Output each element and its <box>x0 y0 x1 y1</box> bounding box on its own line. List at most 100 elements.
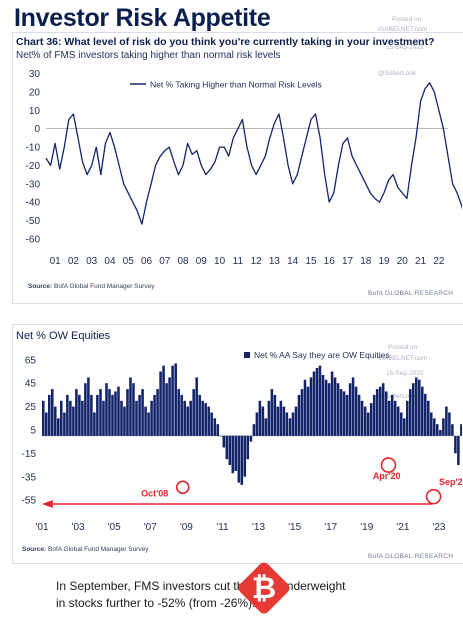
chart2-bar <box>375 389 379 436</box>
chart2-bar <box>132 383 135 436</box>
chart2-bar <box>369 403 373 436</box>
chart2-bar <box>186 406 189 436</box>
chart2-bar <box>460 424 462 436</box>
chart1-y-tick-label: 30 <box>29 69 41 80</box>
chart2-bar <box>180 394 183 436</box>
chart2-bar <box>57 418 60 436</box>
chart2-bar <box>123 406 126 436</box>
chart2-bar <box>96 394 99 436</box>
chart2-plot: 65 45 25 5 -15 -35 -55 '01 '05 '09 '13 '17 '21 '03 '07… <box>22 350 462 533</box>
chart2-bar <box>240 435 244 485</box>
chart1-x-tick-label: 01 <box>50 256 62 267</box>
chart2-bar <box>454 435 457 454</box>
chart2-bar <box>129 377 132 436</box>
chart2-bar <box>156 389 159 436</box>
chart2-bar <box>412 383 415 436</box>
chart2-bar <box>63 412 66 436</box>
chart2-bar <box>451 424 454 436</box>
chart2-bar <box>345 394 349 436</box>
chart2-bar <box>442 418 445 436</box>
chart2-x-tick-label: '03 <box>72 522 85 533</box>
chart2-bar <box>159 371 162 436</box>
chart2-bar <box>141 389 144 436</box>
chart1-watermark-handle: @SoberLook <box>378 70 417 77</box>
chart2-bar <box>318 365 322 436</box>
chart2-title: Net % OW Equities <box>16 330 111 342</box>
chart2-bar <box>45 412 48 436</box>
chart2-y-tick-label: 25 <box>25 402 37 413</box>
chart1-legend: Net % Taking Higher than Normal Risk Lev… <box>130 80 322 90</box>
chart2-bar <box>357 394 361 436</box>
chart1-x-tick-label: 17 <box>342 256 354 267</box>
chart2-bar <box>147 412 150 436</box>
chart2-bar <box>69 400 72 436</box>
chart2-watermark-site: ISABELNET.com <box>378 355 428 362</box>
chart2-bar <box>66 394 69 436</box>
chart1-subtitle: Net% of FMS investors taking higher than… <box>16 50 281 61</box>
chart1-source-label: Source: <box>28 283 53 290</box>
chart2-bar <box>436 424 439 436</box>
chart2-bar <box>366 412 370 436</box>
chart2-bar <box>126 389 129 436</box>
chart1-y-tick-label: -10 <box>26 143 41 154</box>
chart2-bar <box>354 386 358 436</box>
chart2-legend: Net % AA Say they are OW Equities <box>244 350 390 360</box>
chart2-legend-swatch <box>244 352 250 358</box>
chart2-bar <box>48 394 51 436</box>
chart2-bar <box>231 435 235 474</box>
chart2-bar <box>330 371 334 436</box>
chart2-bar <box>285 412 289 436</box>
chart2-bar <box>360 400 364 436</box>
bitcoin-icon: ₿ <box>238 562 290 614</box>
chart2-bar <box>348 383 352 436</box>
chart1-x-tick-label: 04 <box>104 256 116 267</box>
chart1-y-tick-label: 10 <box>29 106 41 117</box>
chart2-bar <box>327 383 331 436</box>
chart1-watermark-posted: Posted on <box>392 16 422 23</box>
chart2-bar <box>390 394 394 436</box>
chart2-bar <box>267 400 271 436</box>
chart2-bar <box>135 400 138 436</box>
chart2-bar <box>324 379 328 436</box>
chart2-bar <box>427 400 430 436</box>
chart2-bar <box>108 389 111 436</box>
chart2-x-tick-label: '11 <box>216 522 229 533</box>
chart1-x-tick-label: 11 <box>233 256 244 267</box>
chart2-bar <box>195 377 198 436</box>
chart2-bar <box>225 435 229 460</box>
chart1-x-tick-label: 03 <box>86 256 98 267</box>
chart2-bar <box>297 394 301 436</box>
chart2-bar <box>339 389 343 436</box>
chart2-bar <box>228 435 232 465</box>
chart2-bar <box>177 389 180 436</box>
chart2-bar <box>288 418 292 436</box>
chart2-bar <box>243 435 247 477</box>
svg-text:₿: ₿ <box>252 572 276 605</box>
page-title: Investor Risk Appetite <box>14 4 271 32</box>
chart2-bar <box>102 400 105 436</box>
chart1-brand: BofA GLOBAL RESEARCH <box>368 290 454 297</box>
chart2-source: Source: BofA Global Fund Manager Survey <box>22 546 148 553</box>
chart2-watermark-handle: @SoberLook <box>378 393 417 400</box>
chart2-bar <box>303 379 307 436</box>
chart2-bar <box>400 412 403 436</box>
chart2-bar <box>409 389 412 436</box>
chart2-bar <box>430 412 433 436</box>
chart2-bar <box>406 400 409 436</box>
chart2-bar <box>378 386 382 436</box>
chart2-bar <box>270 389 274 436</box>
chart2-bar <box>393 400 397 436</box>
chart2-bar <box>421 386 424 436</box>
chart2-annotation-circle-apr20 <box>380 457 397 473</box>
chart2-bar <box>42 400 45 436</box>
chart2-bar <box>87 377 90 436</box>
chart1-y-tick-label: -40 <box>26 198 41 209</box>
chart2-bar <box>396 406 400 436</box>
chart2-bar <box>315 368 319 436</box>
chart2-bar <box>219 435 223 437</box>
chart2-source-text: BofA Global Fund Manager Survey <box>48 546 149 553</box>
chart2-bar <box>120 400 123 436</box>
chart2-x-tick-label: '21 <box>396 522 409 533</box>
chart1-y-tick-label: 20 <box>29 88 41 99</box>
chart2-annotation-circle-sep22 <box>425 488 442 505</box>
